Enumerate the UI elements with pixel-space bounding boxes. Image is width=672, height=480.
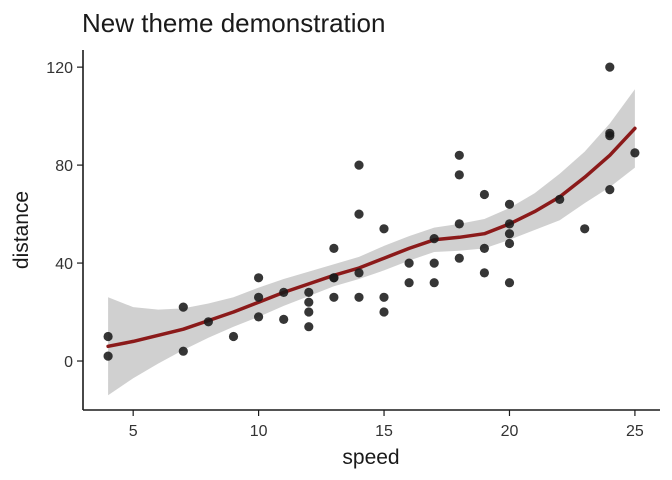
x-tick-label: 25 <box>626 423 644 440</box>
x-axis-ticks: 5 10 15 20 25 <box>129 410 644 440</box>
data-point <box>279 314 289 324</box>
data-point <box>479 243 489 253</box>
data-point <box>178 302 188 312</box>
smooth-line-layer <box>106 126 637 349</box>
data-point <box>429 258 439 268</box>
data-point <box>329 292 339 302</box>
data-point <box>605 185 615 195</box>
data-point <box>504 278 515 288</box>
chart-title: New theme demonstration <box>82 8 385 38</box>
data-point <box>254 273 264 283</box>
data-point <box>454 170 464 180</box>
x-tick-label: 10 <box>250 423 268 440</box>
data-point <box>379 307 389 317</box>
confidence-band-layer <box>108 89 635 396</box>
data-point <box>454 150 464 160</box>
data-point <box>479 189 489 200</box>
data-point <box>178 346 188 356</box>
data-point <box>279 287 289 297</box>
data-point <box>354 160 364 170</box>
x-axis-title: speed <box>342 446 399 469</box>
data-point <box>254 312 264 322</box>
data-point <box>304 307 314 317</box>
data-point <box>454 253 464 263</box>
y-axis-ticks: 0 40 80 120 <box>46 60 83 371</box>
data-point <box>379 224 389 234</box>
x-tick-label: 15 <box>375 423 393 440</box>
data-point <box>555 194 565 204</box>
data-point <box>504 229 515 239</box>
data-point <box>429 234 439 244</box>
data-point <box>504 219 515 229</box>
x-tick-label: 20 <box>501 423 519 440</box>
data-point <box>630 148 640 158</box>
data-point <box>504 238 515 249</box>
data-point <box>304 297 314 307</box>
data-point <box>228 331 239 342</box>
data-point <box>329 273 339 283</box>
data-point <box>254 292 264 302</box>
y-tick-label: 120 <box>46 60 73 77</box>
data-point <box>103 351 113 361</box>
y-axis-title: distance <box>10 191 33 269</box>
data-point <box>304 287 314 297</box>
data-point <box>504 199 515 209</box>
data-point <box>479 268 489 278</box>
data-point <box>379 292 389 302</box>
data-point <box>605 62 615 72</box>
data-point <box>354 268 364 278</box>
data-point <box>580 224 590 234</box>
data-point <box>404 258 414 268</box>
data-point <box>354 209 364 219</box>
data-point <box>203 317 213 327</box>
data-point <box>304 322 314 332</box>
y-tick-label: 0 <box>64 354 73 371</box>
y-tick-label: 40 <box>55 256 73 273</box>
data-point <box>454 219 464 229</box>
confidence-band <box>108 89 635 396</box>
data-point <box>103 331 113 342</box>
points-layer <box>103 62 640 361</box>
data-point <box>354 292 364 302</box>
x-tick-label: 5 <box>129 423 138 440</box>
data-point <box>429 278 439 288</box>
data-point <box>404 278 414 288</box>
y-tick-label: 80 <box>55 158 73 175</box>
data-point <box>329 243 339 253</box>
data-point <box>605 128 615 138</box>
smooth-fit-line <box>106 126 637 349</box>
